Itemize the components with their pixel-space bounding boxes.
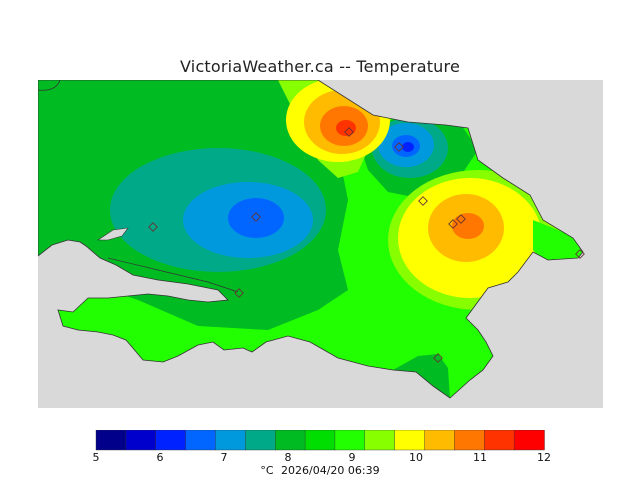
legend-swatch bbox=[364, 430, 396, 451]
unit-label: °C bbox=[260, 464, 274, 477]
legend-swatch bbox=[215, 430, 247, 451]
station-marker bbox=[433, 353, 443, 363]
legend-swatch bbox=[185, 430, 217, 451]
timestamp: 2026/04/20 06:39 bbox=[281, 464, 380, 477]
station-marker bbox=[344, 127, 354, 137]
station-markers bbox=[148, 127, 585, 363]
station-marker bbox=[456, 214, 466, 224]
legend-tick-label: 5 bbox=[93, 451, 100, 462]
color-legend: 5 6 7 8 9 10 11 12 bbox=[93, 430, 551, 462]
contour-6.5-central bbox=[228, 198, 284, 238]
legend-swatch bbox=[245, 430, 276, 451]
legend-tick-label: 10 bbox=[409, 451, 423, 462]
station-marker bbox=[418, 196, 428, 206]
legend-swatch bbox=[394, 430, 426, 451]
station-marker bbox=[575, 249, 585, 259]
legend-swatch bbox=[334, 430, 366, 451]
legend-tick-label: 12 bbox=[537, 451, 551, 462]
station-marker bbox=[448, 219, 458, 229]
legend-swatch bbox=[274, 430, 306, 451]
legend-swatch bbox=[484, 430, 515, 451]
legend-swatch bbox=[454, 430, 485, 451]
inlet bbox=[97, 227, 129, 241]
legend-tick-label: 6 bbox=[157, 451, 164, 462]
legend-swatch bbox=[304, 430, 336, 451]
legend-caption: °C 2026/04/20 06:39 bbox=[0, 464, 640, 477]
legend-tick-label: 9 bbox=[349, 451, 356, 462]
map-title: VictoriaWeather.ca -- Temperature bbox=[180, 57, 460, 76]
station-marker bbox=[148, 222, 158, 232]
legend-tick-label: 11 bbox=[473, 451, 487, 462]
legend-swatch bbox=[513, 430, 545, 451]
contour-11-east bbox=[452, 213, 484, 239]
station-marker bbox=[394, 142, 404, 152]
legend-swatch bbox=[424, 430, 456, 451]
legend-swatch bbox=[155, 430, 187, 451]
legend-swatch bbox=[125, 430, 157, 451]
legend-swatch bbox=[95, 430, 127, 451]
legend-tick-label: 8 bbox=[285, 451, 292, 462]
station-marker bbox=[251, 212, 261, 222]
coastline bbox=[38, 80, 584, 399]
legend-tick-label: 7 bbox=[221, 451, 228, 462]
temperature-map bbox=[38, 80, 603, 408]
station-marker bbox=[234, 288, 244, 298]
